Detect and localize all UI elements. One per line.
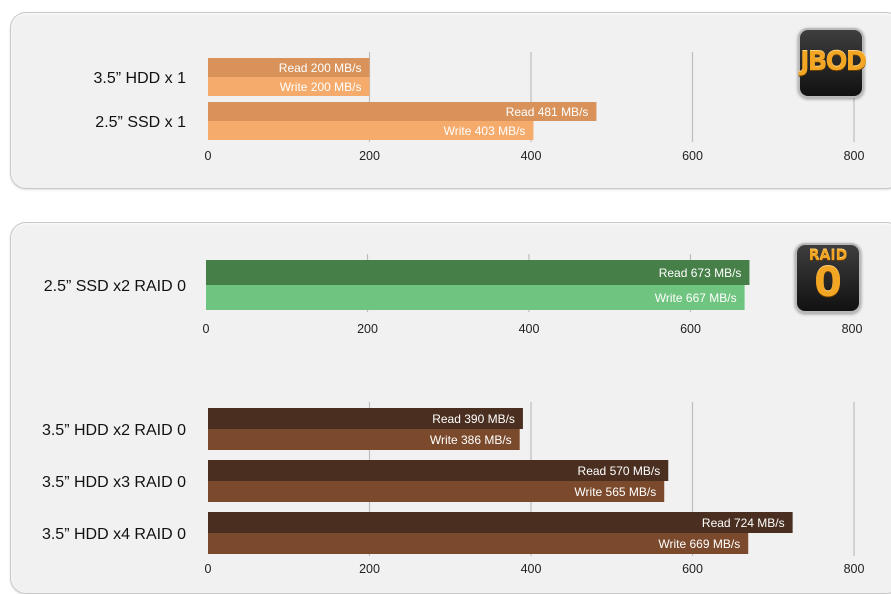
x-tick-label: 600	[680, 322, 701, 336]
bar-read	[208, 512, 793, 533]
x-tick-label: 0	[203, 322, 210, 336]
data-label-write: Write 403 MB/s	[444, 124, 526, 138]
data-label-write: Write 669 MB/s	[658, 537, 740, 551]
data-label-write: Write 386 MB/s	[430, 433, 512, 447]
raid-level-text: 0	[814, 260, 842, 306]
x-tick-label: 400	[521, 562, 542, 576]
x-tick-label: 800	[844, 562, 865, 576]
x-tick-label: 800	[842, 322, 863, 336]
category-label: 2.5” SSD x 1	[95, 114, 186, 131]
data-label-read: Read 673 MB/s	[659, 266, 742, 280]
bar-write	[206, 285, 745, 310]
category-label: 2.5” SSD x2 RAID 0	[44, 278, 186, 295]
data-label-read: Read 200 MB/s	[279, 61, 362, 75]
data-label-read: Read 570 MB/s	[578, 464, 661, 478]
bar-write	[208, 481, 665, 502]
data-label-read: Read 724 MB/s	[702, 516, 785, 530]
bar-read	[208, 102, 597, 121]
bar-read	[208, 58, 370, 77]
jbod-badge-icon: JBOD	[798, 28, 867, 98]
chart-2: 0 200 400 600 800 Read 390 MB/s Write 386 MB/s…	[42, 402, 865, 576]
x-tick-label: 400	[519, 322, 540, 336]
category-label: 3.5” HDD x2 RAID 0	[42, 422, 186, 439]
x-tick-label: 800	[844, 149, 865, 163]
x-tick-label: 200	[359, 562, 380, 576]
bar-read	[208, 460, 669, 481]
data-label-write: Write 200 MB/s	[280, 80, 362, 94]
bar-read	[208, 408, 523, 429]
data-label-read: Read 481 MB/s	[506, 105, 589, 119]
x-tick-label: 600	[682, 562, 703, 576]
category-label: 3.5” HDD x3 RAID 0	[42, 474, 186, 491]
category-label: 3.5” HDD x4 RAID 0	[42, 526, 186, 543]
x-tick-label: 200	[359, 149, 380, 163]
data-label-write: Write 565 MB/s	[574, 485, 656, 499]
bar-write	[208, 429, 520, 450]
bar-write	[208, 77, 370, 96]
x-tick-label: 200	[357, 322, 378, 336]
bar-write	[208, 121, 534, 140]
x-tick-label: 400	[521, 149, 542, 163]
data-label-read: Read 390 MB/s	[432, 412, 515, 426]
jbod-badge-text: JBOD	[800, 47, 867, 77]
x-tick-label: 0	[205, 149, 212, 163]
x-tick-label: 0	[205, 562, 212, 576]
bar-read	[206, 260, 750, 285]
data-label-write: Write 667 MB/s	[655, 291, 737, 305]
chart-0: 0 200 400 600 800 Read 200 MB/s Write 200 MB/s…	[94, 52, 865, 163]
jbod-panel	[10, 12, 891, 189]
chart-1: 0 200 400 600 800 Read 673 MB/s Write 667 MB/s…	[44, 254, 863, 336]
x-tick-label: 600	[682, 149, 703, 163]
raid-badge-text: RAID	[808, 248, 848, 264]
category-label: 3.5” HDD x 1	[94, 70, 187, 87]
bar-write	[208, 533, 749, 554]
raid0-badge-icon: RAID 0	[795, 243, 861, 313]
